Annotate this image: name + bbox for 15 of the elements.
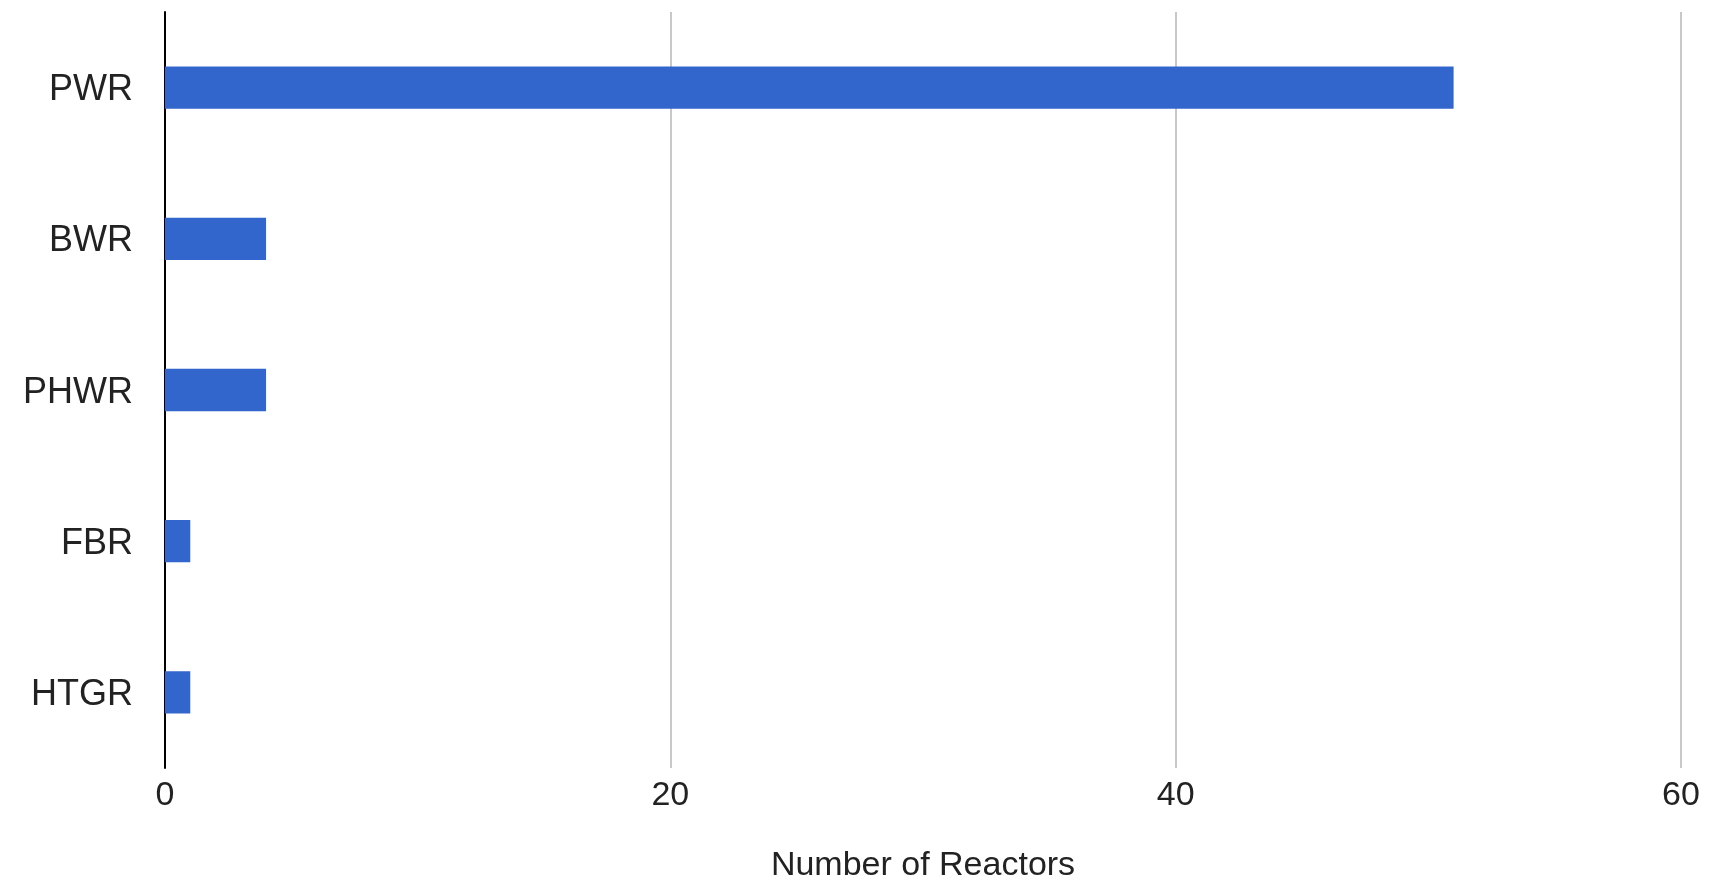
- y-tick-label: PHWR: [23, 369, 133, 411]
- x-tick-label: 60: [1662, 774, 1700, 812]
- bar: [165, 368, 267, 412]
- bar: [165, 217, 267, 260]
- bar: [165, 66, 1454, 109]
- y-tick-label: PWR: [49, 67, 133, 109]
- x-axis-title: Number of Reactors: [770, 844, 1076, 882]
- x-tick-label: 0: [155, 774, 175, 812]
- y-tick-label: FBR: [61, 520, 133, 562]
- y-tick-label: HTGR: [31, 671, 133, 713]
- y-tick-label: BWR: [49, 218, 133, 260]
- bar: [165, 671, 191, 714]
- x-tick-label: 20: [651, 774, 690, 812]
- x-tick-label: 40: [1156, 774, 1195, 812]
- bar: [165, 520, 191, 563]
